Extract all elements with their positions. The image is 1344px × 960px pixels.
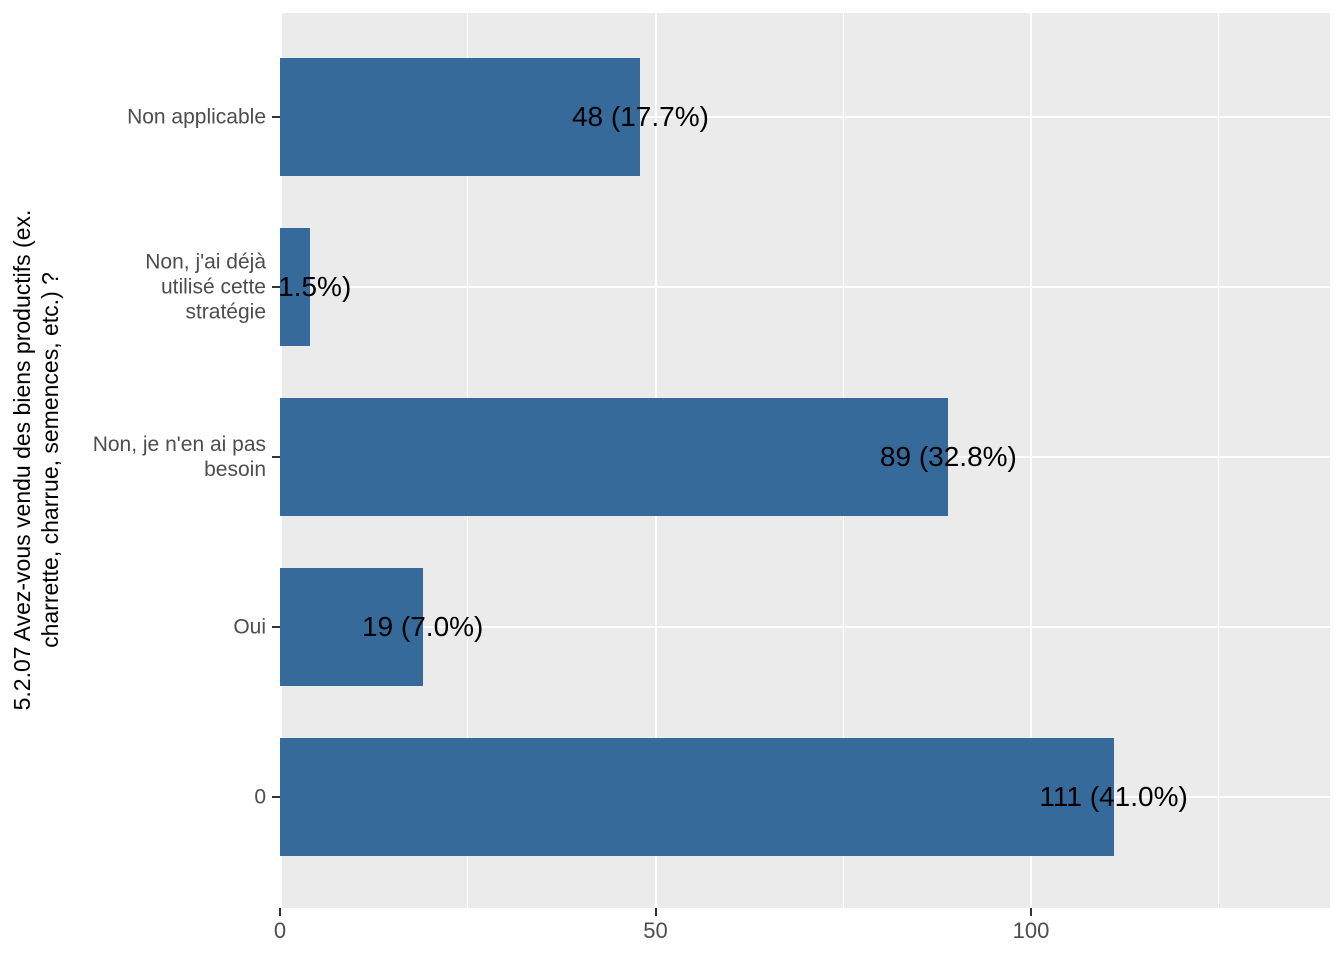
y-axis-category-label: Oui: [233, 615, 266, 639]
bar: [280, 228, 311, 346]
y-axis-category-label: Non, je n'en ai pas besoin: [92, 433, 266, 481]
x-axis-tick-label: 0: [273, 918, 287, 943]
y-axis-tick-mark: [272, 286, 280, 288]
gridline-major-horizontal: [280, 116, 1330, 118]
y-axis-tick-mark: [272, 456, 280, 458]
x-axis-tick-label: 100: [1012, 918, 1050, 943]
y-axis-tick-mark: [272, 796, 280, 798]
x-axis-tick-mark: [279, 908, 281, 916]
x-axis-tick-label: 50: [643, 918, 668, 943]
gridline-minor-vertical: [1218, 13, 1220, 908]
y-axis-category-label: Non, j'ai déjà utilisé cette stratégie: [145, 250, 266, 324]
x-axis-tick-mark: [1030, 908, 1032, 916]
bar-value-label: 89 (32.8%): [879, 441, 1017, 472]
bar-value-label: 48 (17.7%): [571, 101, 709, 132]
y-axis-tick-mark: [272, 626, 280, 628]
bar: [280, 568, 423, 686]
bar-value-label: 19 (7.0%): [361, 611, 484, 642]
y-axis-category-label: 0: [254, 785, 266, 809]
bar: [280, 398, 949, 516]
y-axis-category-label: Non applicable: [127, 105, 266, 129]
plot-panel: 48 (17.7%) (1.5%) 89 (32.8%) 19 (7.0%) 111 (…: [280, 13, 1330, 908]
bar: [280, 58, 641, 176]
bar-value-label: 111 (41.0%): [1039, 781, 1188, 812]
gridline-major-horizontal: [280, 286, 1330, 288]
gridline-major-vertical: [1030, 13, 1032, 908]
bar-value-label: (1.5%): [280, 271, 352, 302]
x-axis-tick-mark: [654, 908, 657, 916]
y-axis-tick-mark: [272, 116, 280, 118]
gridline-major-horizontal: [280, 626, 1330, 628]
bar: [280, 738, 1114, 856]
